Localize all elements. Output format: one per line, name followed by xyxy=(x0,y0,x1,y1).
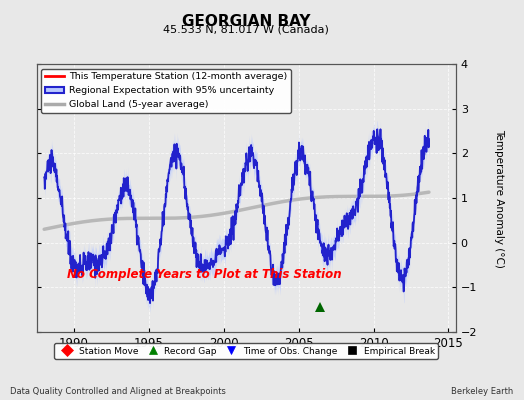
Y-axis label: Temperature Anomaly (°C): Temperature Anomaly (°C) xyxy=(494,128,504,268)
Legend: This Temperature Station (12-month average), Regional Expectation with 95% uncer: This Temperature Station (12-month avera… xyxy=(41,69,291,113)
Legend: Station Move, Record Gap, Time of Obs. Change, Empirical Break: Station Move, Record Gap, Time of Obs. C… xyxy=(54,343,438,359)
Text: GEORGIAN BAY: GEORGIAN BAY xyxy=(182,14,311,29)
Text: Berkeley Earth: Berkeley Earth xyxy=(451,387,514,396)
Text: Data Quality Controlled and Aligned at Breakpoints: Data Quality Controlled and Aligned at B… xyxy=(10,387,226,396)
Text: No Complete Years to Plot at This Station: No Complete Years to Plot at This Statio… xyxy=(67,268,341,280)
Text: 45.533 N, 81.017 W (Canada): 45.533 N, 81.017 W (Canada) xyxy=(163,24,329,34)
